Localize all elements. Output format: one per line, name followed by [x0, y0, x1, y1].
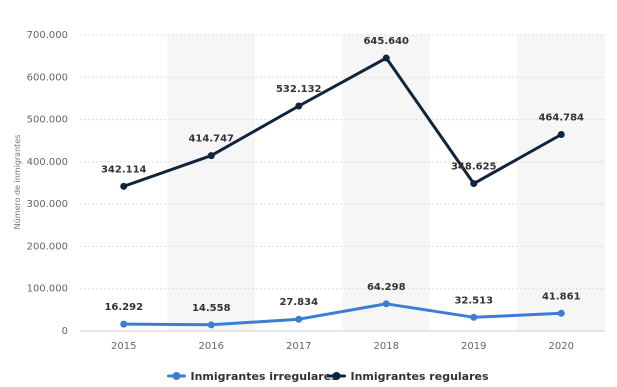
y-tick-label: 500.000 — [27, 115, 68, 126]
series-group: 342.114 414.747 532.132 645.640 348.625 464.7… — [101, 36, 584, 190]
data-label: 342.114 — [101, 164, 147, 175]
data-label: 14.558 — [192, 303, 231, 314]
x-tick-label: 2019 — [461, 341, 486, 352]
y-tick-label: 600.000 — [27, 72, 68, 83]
data-label: 32.513 — [454, 295, 493, 306]
legend-label: Inmigrantes regulares — [351, 370, 489, 383]
data-point[interactable] — [120, 320, 128, 328]
legend-dot-marker — [172, 372, 181, 380]
data-label: 41.861 — [542, 291, 581, 302]
column-band — [517, 35, 605, 331]
y-tick-label: 200.000 — [27, 241, 68, 252]
data-label: 16.292 — [104, 302, 143, 313]
legend-label: Inmigrantes irregulares — [191, 370, 339, 383]
alternating-column-bands — [167, 35, 605, 331]
data-point[interactable] — [470, 313, 478, 321]
series-lines: 16.292 14.558 27.834 64.298 32.513 41.861 342.… — [101, 36, 584, 329]
data-label: 64.298 — [367, 282, 406, 293]
x-tick-label: 2018 — [374, 341, 399, 352]
column-band — [167, 35, 255, 331]
y-axis-ticks: 0 100.000 200.000 300.000 400.000 500.000 600.… — [27, 30, 68, 337]
data-point[interactable] — [557, 130, 565, 138]
data-point[interactable] — [382, 54, 390, 62]
data-point[interactable] — [207, 152, 215, 160]
x-tick-label: 2017 — [286, 341, 311, 352]
data-label: 414.747 — [188, 134, 234, 145]
data-point[interactable] — [557, 309, 565, 317]
y-tick-label: 100.000 — [27, 284, 68, 295]
y-tick-label: 0 — [62, 326, 68, 337]
data-label: 27.834 — [279, 297, 318, 308]
data-label: 532.132 — [276, 84, 322, 95]
data-label: 464.784 — [538, 112, 584, 123]
legend-item[interactable]: Inmigrantes regulares — [327, 370, 489, 383]
series-line — [122, 302, 563, 327]
data-point[interactable] — [295, 102, 303, 110]
y-tick-label: 300.000 — [27, 199, 68, 210]
x-axis-ticks: 2015 2016 2017 2018 2019 2020 — [111, 341, 574, 352]
data-point[interactable] — [382, 300, 390, 308]
y-axis-label: Número de inmigrantes — [13, 135, 22, 230]
legend-dot-marker — [332, 372, 341, 380]
data-point[interactable] — [207, 321, 215, 329]
legend[interactable]: Inmigrantes irregulares Inmigrantes regul… — [167, 370, 489, 383]
data-label: 645.640 — [363, 36, 409, 47]
series-line — [122, 56, 563, 188]
data-point[interactable] — [470, 180, 478, 188]
x-tick-label: 2016 — [199, 341, 224, 352]
gridlines — [80, 34, 605, 332]
y-tick-label: 700.000 — [27, 30, 68, 41]
legend-item[interactable]: Inmigrantes irregulares — [167, 370, 339, 383]
y-tick-label: 400.000 — [27, 157, 68, 168]
data-point[interactable] — [120, 182, 128, 190]
data-point[interactable] — [295, 315, 303, 323]
column-band — [342, 35, 430, 331]
x-tick-label: 2015 — [111, 341, 136, 352]
x-tick-label: 2020 — [549, 341, 574, 352]
series-group: 16.292 14.558 27.834 64.298 32.513 41.861 — [104, 282, 581, 329]
data-label: 348.625 — [451, 162, 497, 173]
